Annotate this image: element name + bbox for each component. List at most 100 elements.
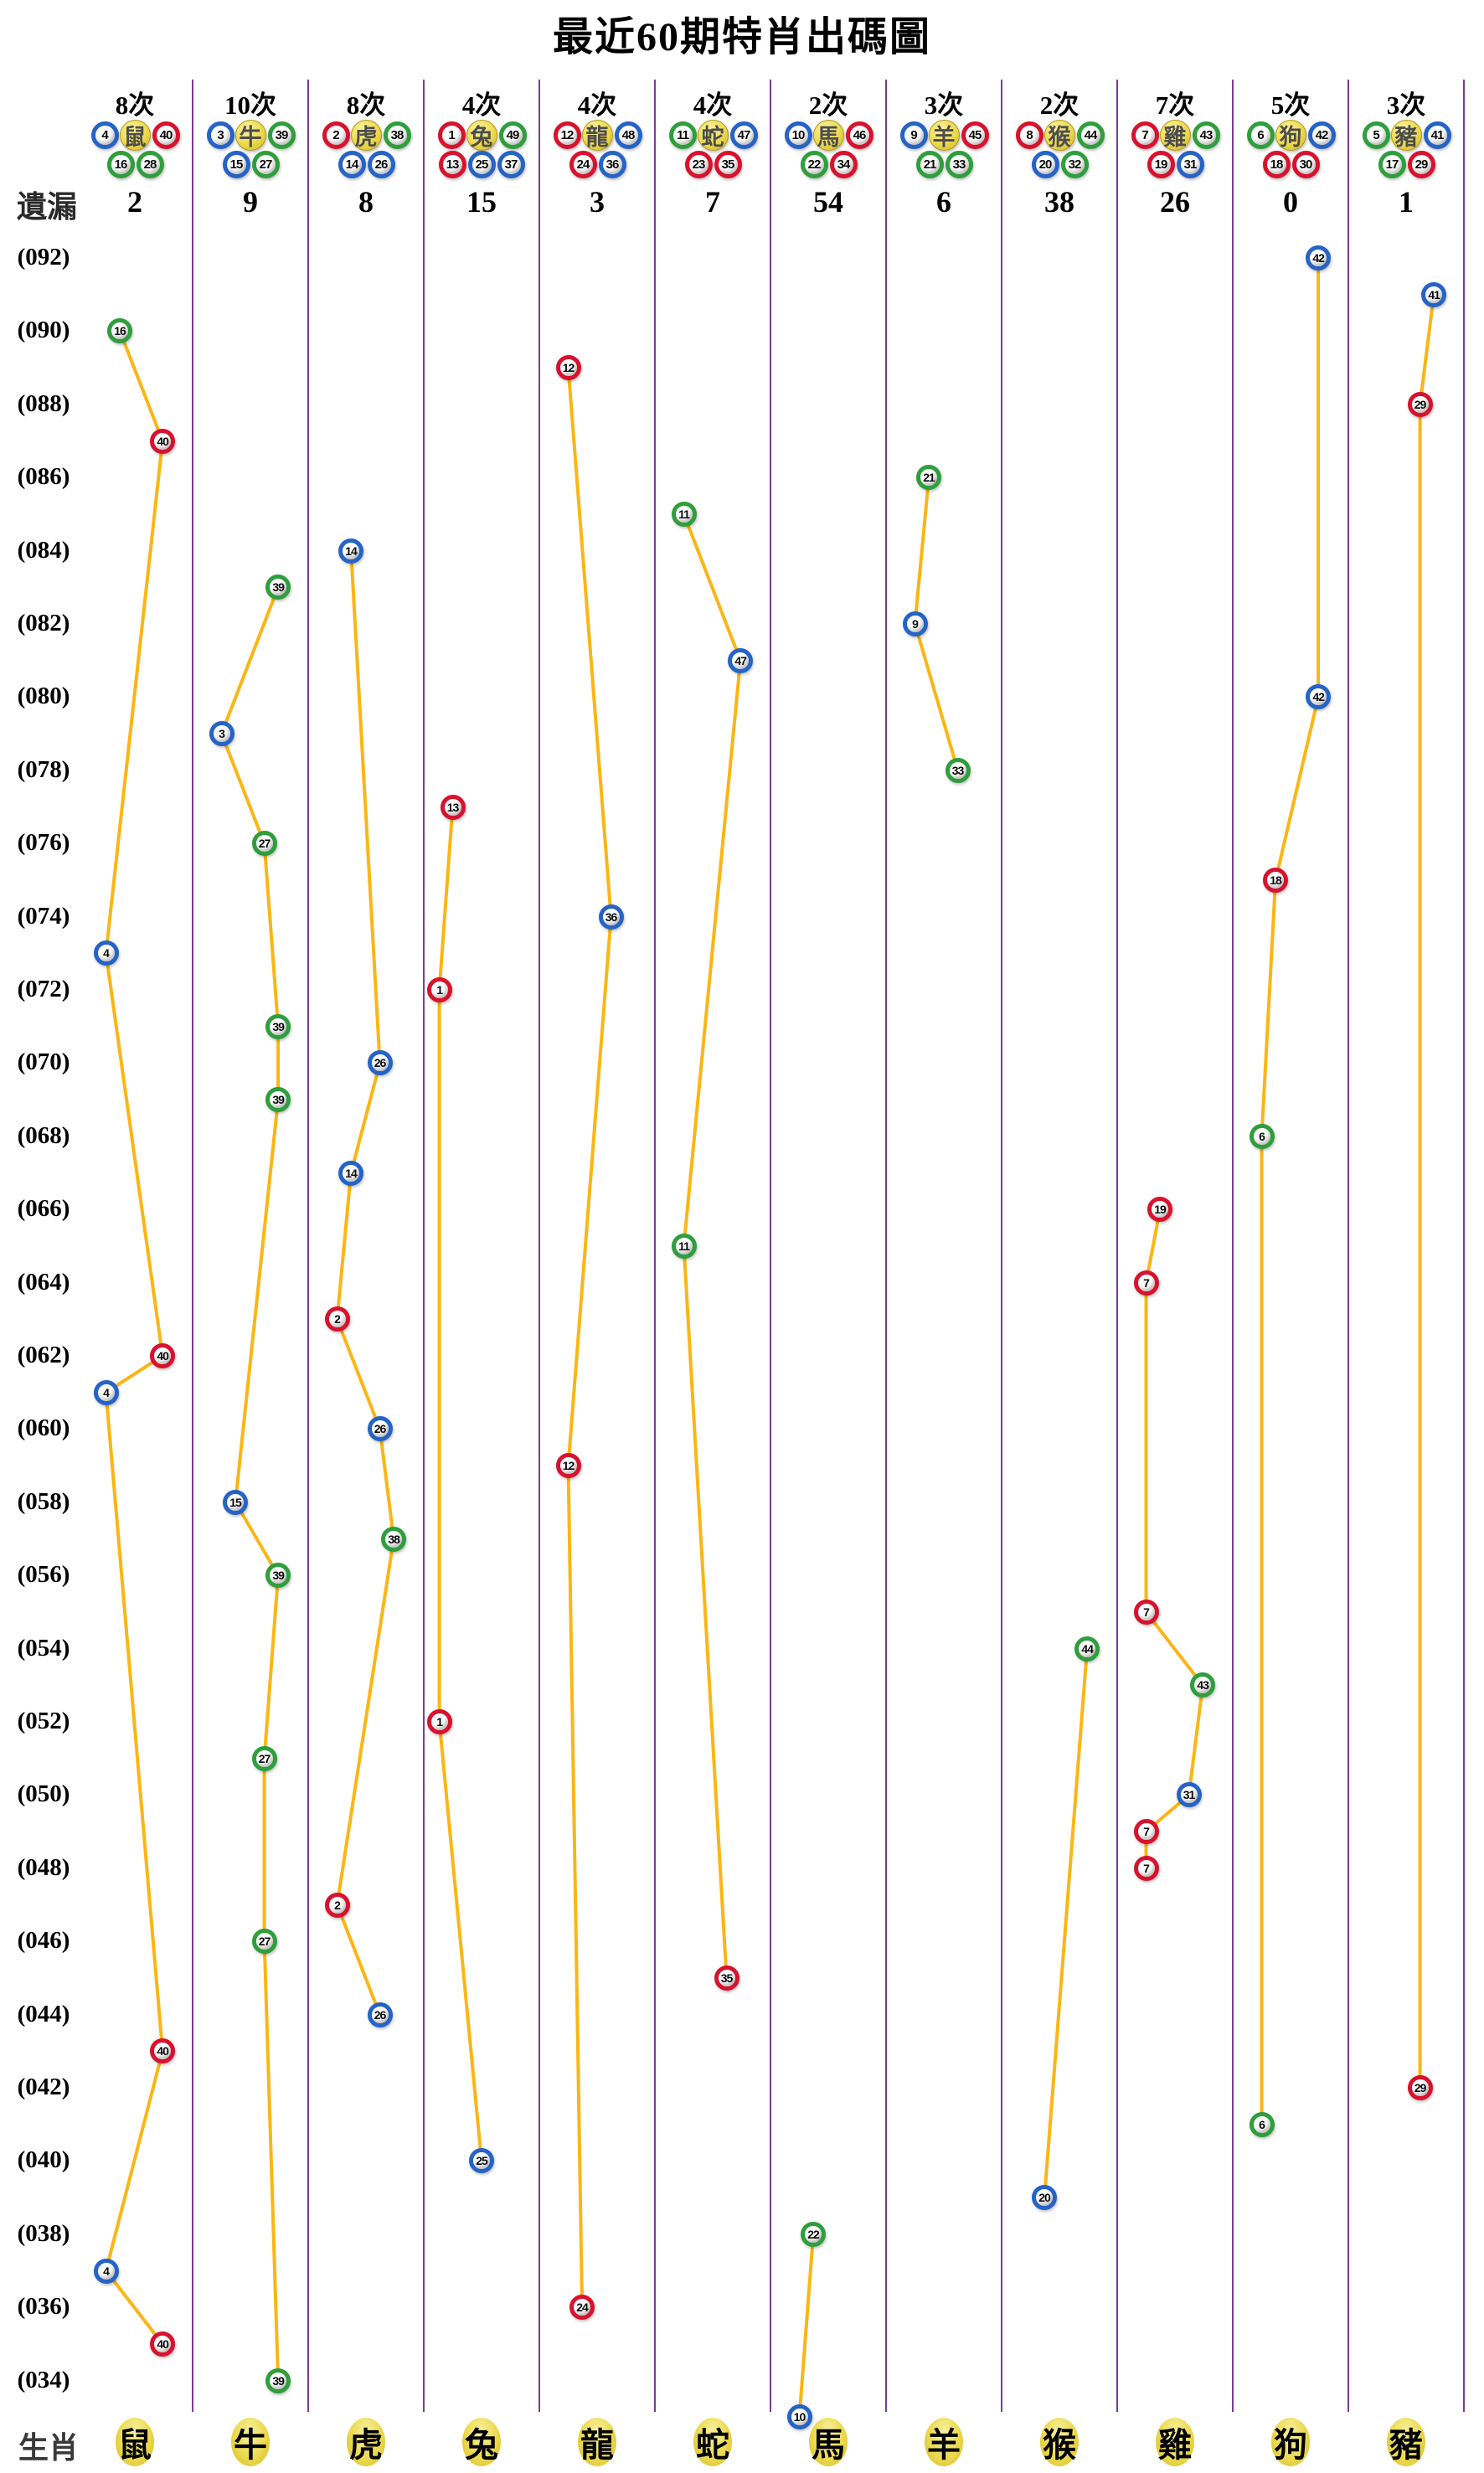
trend-line [1043, 1646, 1090, 2200]
column-separator [885, 80, 887, 2412]
trend-line [797, 2232, 816, 2419]
chart-ball: 10 [786, 2404, 812, 2430]
page-title: 最近60期特肖出碼圖 [552, 15, 931, 59]
header-ball: 4 [90, 121, 119, 149]
axis-tick-label: (074) [17, 902, 70, 930]
header-ball: 48 [614, 121, 642, 149]
header-ball: 30 [1291, 150, 1320, 178]
chart-ball: 27 [251, 1929, 277, 1955]
axis-tick-label: (080) [17, 683, 70, 710]
header-ball: 49 [498, 121, 527, 149]
axis-tick-label: (062) [17, 1342, 70, 1368]
axis-tick-label: (038) [17, 2219, 70, 2247]
zodiac-footer: 羊 [925, 2418, 963, 2466]
zodiac-footer: 鼠 [116, 2418, 154, 2466]
column-separator [538, 80, 540, 2412]
zodiac-footer: 豬 [1387, 2418, 1425, 2466]
axis-tick-label: (064) [17, 1268, 70, 1296]
chart-ball: 41 [1421, 281, 1447, 307]
header-ball: 29 [1407, 150, 1435, 178]
times-count-label: 4次 [693, 90, 733, 120]
axis-tick-label: (036) [17, 2293, 70, 2321]
times-count-label: 4次 [461, 90, 502, 120]
chart-ball: 20 [1032, 2185, 1058, 2211]
zodiac-ball: 龍 [581, 119, 613, 151]
header-ball: 13 [438, 150, 466, 178]
chart-ball: 14 [338, 538, 364, 564]
missing-value: 7 [705, 185, 720, 219]
axis-tick-label: (048) [17, 1853, 70, 1881]
header-ball: 34 [829, 150, 858, 178]
chart-ball: 4 [93, 1379, 119, 1405]
chart-ball: 11 [671, 501, 697, 527]
axis-tick-label: (046) [17, 1927, 70, 1955]
chart-ball: 15 [223, 1489, 249, 1515]
missing-row-label: 遺漏 [17, 189, 78, 224]
zodiac-footer: 雞 [1156, 2418, 1194, 2466]
chart-ball: 43 [1190, 1672, 1216, 1698]
column-separator [307, 80, 309, 2412]
chart-ball: 25 [469, 2148, 494, 2174]
column-separator [1232, 80, 1234, 2412]
column-separator [1001, 80, 1002, 2412]
chart-ball: 11 [671, 1233, 697, 1259]
chart-ball: 33 [945, 757, 971, 783]
trend-line [1260, 256, 1321, 2126]
chart-ball: 12 [555, 355, 581, 381]
zodiac-ball: 蛇 [697, 119, 729, 151]
column-separator [654, 80, 656, 2412]
zodiac-ball: 豬 [1390, 119, 1422, 151]
chart-ball: 4 [93, 2258, 119, 2284]
trend-line [1418, 292, 1436, 2089]
chart-ball: 18 [1263, 867, 1289, 893]
zodiac-ball: 兔 [466, 119, 497, 151]
chart-ball: 36 [598, 904, 624, 930]
column-separator [192, 80, 193, 2412]
header-ball: 21 [915, 150, 944, 178]
axis-tick-label: (054) [17, 1634, 70, 1662]
zodiac-footer: 兔 [462, 2418, 501, 2466]
missing-value: 15 [466, 185, 497, 219]
column-separator [1116, 80, 1118, 2412]
header-ball: 25 [467, 150, 496, 178]
header-ball: 9 [899, 121, 928, 149]
chart-ball: 40 [150, 1343, 176, 1368]
header-ball: 7 [1131, 121, 1159, 149]
chart-ball: 44 [1074, 1636, 1100, 1662]
zodiac-ball: 鼠 [119, 119, 151, 151]
zodiac-footer: 馬 [809, 2418, 848, 2466]
header-ball: 39 [267, 121, 296, 149]
missing-value: 2 [127, 185, 142, 219]
chart-ball: 29 [1407, 2075, 1433, 2100]
header-ball: 12 [553, 121, 581, 149]
chart-ball: 26 [367, 1050, 393, 1076]
chart-ball: 38 [381, 1526, 407, 1552]
axis-tick-label: (050) [17, 1780, 70, 1808]
axis-tick-label: (086) [17, 463, 70, 491]
zodiac-footer: 蛇 [693, 2418, 732, 2466]
chart-ball: 35 [714, 1965, 739, 1991]
header-ball: 18 [1262, 150, 1291, 178]
trend-line [566, 366, 613, 2310]
times-count-label: 5次 [1270, 90, 1311, 120]
chart-ball: 27 [251, 831, 277, 857]
chart-ball: 7 [1133, 1270, 1159, 1296]
header-ball: 24 [569, 150, 597, 178]
missing-value: 6 [936, 185, 951, 219]
header-ball: 36 [598, 150, 626, 178]
header-ball: 22 [800, 150, 828, 178]
missing-value: 9 [243, 185, 258, 219]
times-count-label: 2次 [1039, 90, 1080, 120]
header-ball: 47 [729, 121, 758, 149]
axis-tick-label: (052) [17, 1708, 70, 1734]
chart-ball: 39 [265, 1013, 291, 1039]
header-ball: 8 [1015, 121, 1043, 149]
zodiac-ball: 猴 [1043, 119, 1075, 151]
chart-ball: 29 [1407, 391, 1433, 417]
times-count-label: 10次 [224, 90, 276, 120]
header-ball: 2 [322, 121, 350, 149]
chart-ball: 3 [209, 721, 234, 747]
times-count-label: 8次 [346, 90, 386, 120]
